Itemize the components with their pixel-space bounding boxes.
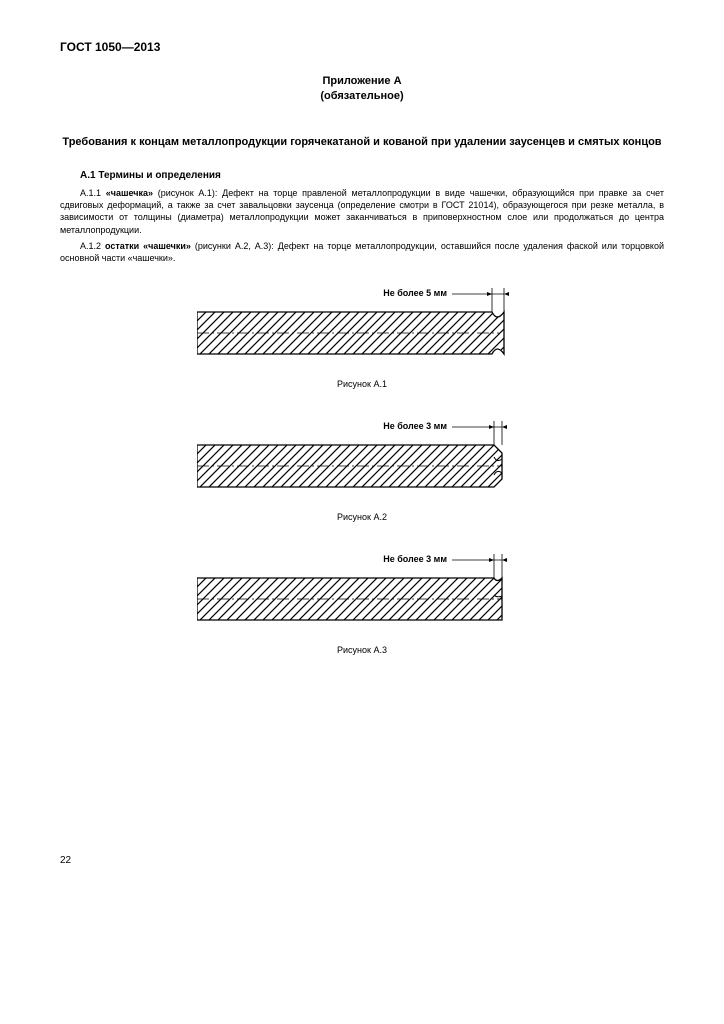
figure-a1-svg: Не более 5 мм [197,284,527,362]
doc-header: ГОСТ 1050—2013 [60,40,664,54]
page-title: Требования к концам металлопродукции гор… [60,135,664,150]
section-a1-heading: А.1 Термины и определения [60,170,664,181]
fig3-dim-label: Не более 3 мм [383,554,447,564]
a12-term: остатки «чашечки» [105,241,191,251]
fig2-dim-label: Не более 3 мм [383,421,447,431]
appendix-line1: Приложение А [60,74,664,89]
a11-ref: (рисунок А.1): [158,188,222,198]
figure-a2-caption: Рисунок А.2 [60,512,664,522]
figures-block: Не более 5 мм Рисунок А.1 Не более 3 мм [60,284,664,655]
appendix-label: Приложение А (обязательное) [60,74,664,105]
figure-a3: Не более 3 мм Рисунок А.3 [60,550,664,655]
para-a12: А.1.2 остатки «чашечки» (рисунки А.2, А.… [60,240,664,264]
a12-ref: (рисунки А.2, А.3): [195,241,278,251]
figure-a1: Не более 5 мм Рисунок А.1 [60,284,664,389]
figure-a1-caption: Рисунок А.1 [60,379,664,389]
appendix-line2: (обязательное) [60,89,664,104]
page-number: 22 [60,855,664,866]
figure-a3-svg: Не более 3 мм [197,550,527,628]
figure-a3-caption: Рисунок А.3 [60,645,664,655]
a12-label: А.1.2 [80,241,101,251]
a11-term: «чашечка» [106,188,153,198]
a11-label: А.1.1 [80,188,101,198]
fig1-dim-label: Не более 5 мм [383,288,447,298]
figure-a2-svg: Не более 3 мм [197,417,527,495]
para-a11: А.1.1 «чашечка» (рисунок А.1): Дефект на… [60,187,664,236]
figure-a2: Не более 3 мм Рисунок А.2 [60,417,664,522]
